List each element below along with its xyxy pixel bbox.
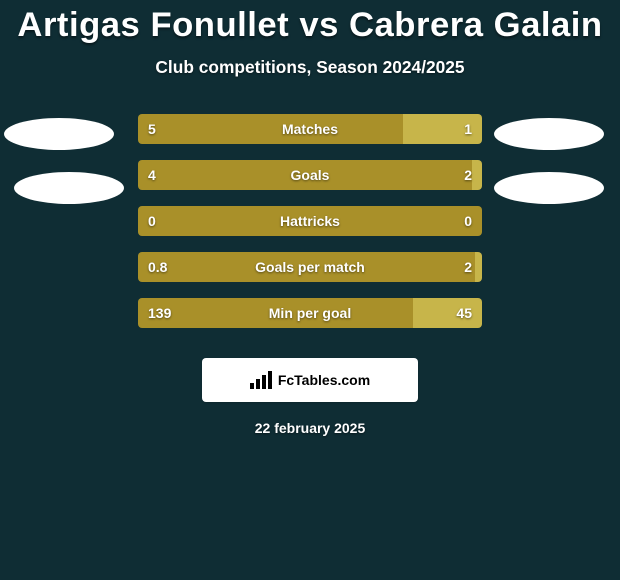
- value-right: 0: [454, 213, 482, 229]
- bar-left: 5: [138, 114, 403, 144]
- stat-row: 0 0 Hattricks: [0, 198, 620, 244]
- value-right: 45: [446, 305, 482, 321]
- bar-track: 0.8 2: [138, 252, 482, 282]
- bar-track: 4 2: [138, 160, 482, 190]
- bar-left: 4: [138, 160, 472, 190]
- bar-track: 139 45: [138, 298, 482, 328]
- page-subtitle: Club competitions, Season 2024/2025: [0, 57, 620, 78]
- value-left: 0: [138, 213, 166, 229]
- bar-right: 1: [403, 114, 482, 144]
- bar-left: 139: [138, 298, 413, 328]
- value-right: 1: [454, 121, 482, 137]
- value-left: 0.8: [138, 259, 177, 275]
- bar-chart-icon: [250, 371, 272, 389]
- bar-right: 45: [413, 298, 482, 328]
- datestamp: 22 february 2025: [0, 420, 620, 436]
- bar-right: 2: [472, 160, 482, 190]
- comparison-chart: 5 1 Matches 4 2 Goals 0 0 Hattricks 0.8 …: [0, 106, 620, 336]
- bar-track: 5 1: [138, 114, 482, 144]
- value-right: 2: [454, 167, 482, 183]
- page-title: Artigas Fonullet vs Cabrera Galain: [0, 0, 620, 45]
- attribution-text: FcTables.com: [278, 372, 370, 388]
- stat-row: 139 45 Min per goal: [0, 290, 620, 336]
- bar-track: 0 0: [138, 206, 482, 236]
- value-left: 139: [138, 305, 181, 321]
- attribution-box: FcTables.com: [202, 358, 418, 402]
- bar-right: 2: [475, 252, 482, 282]
- stat-row: 5 1 Matches: [0, 106, 620, 152]
- value-left: 4: [138, 167, 166, 183]
- bar-left: 0: [138, 206, 482, 236]
- stat-row: 0.8 2 Goals per match: [0, 244, 620, 290]
- value-right: 2: [454, 259, 482, 275]
- bar-left: 0.8: [138, 252, 475, 282]
- comparison-infographic: Artigas Fonullet vs Cabrera Galain Club …: [0, 0, 620, 580]
- stat-row: 4 2 Goals: [0, 152, 620, 198]
- value-left: 5: [138, 121, 166, 137]
